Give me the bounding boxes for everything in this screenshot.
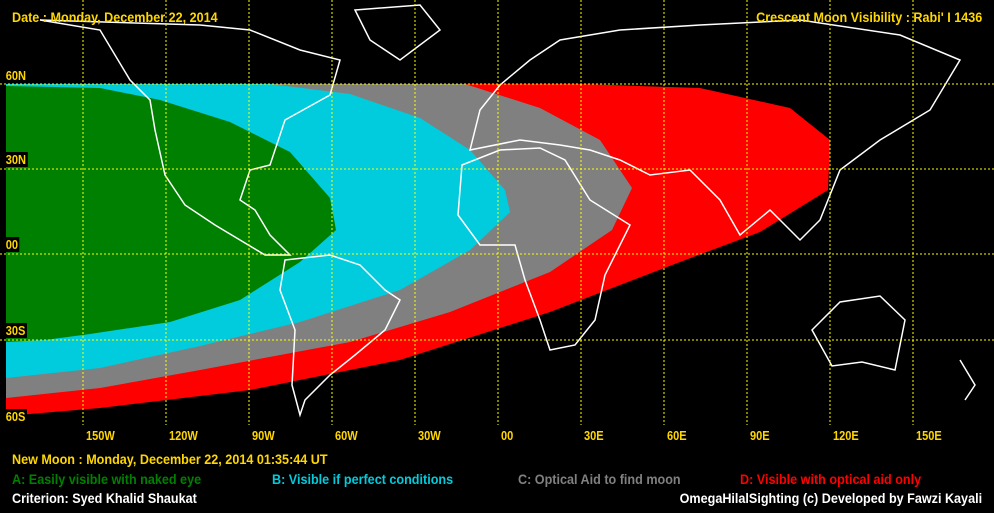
coastlines bbox=[39, 4, 976, 418]
north-america-outline bbox=[39, 19, 341, 256]
lat-label: 30N bbox=[4, 152, 28, 167]
legend-b: B: Visible if perfect conditions bbox=[272, 471, 454, 487]
criterion-label: Criterion: Syed Khalid Shaukat bbox=[12, 490, 197, 506]
visibility-map bbox=[0, 0, 994, 425]
lon-label: 120E bbox=[833, 428, 859, 443]
lat-label: 60S bbox=[4, 409, 28, 424]
greenland-outline bbox=[353, 4, 442, 61]
legend-a: A: Easily visible with naked eye bbox=[12, 471, 202, 487]
new-moon-label: New Moon : Monday, December 22, 2014 01:… bbox=[12, 451, 328, 467]
date-label: Date : Monday, December 22, 2014 bbox=[12, 9, 218, 25]
lon-label: 150E bbox=[916, 428, 942, 443]
zone-a-easily-visible bbox=[6, 86, 336, 342]
lon-label: 30W bbox=[418, 428, 441, 443]
lon-label: 60W bbox=[335, 428, 358, 443]
south-america-outline bbox=[279, 254, 401, 418]
australia-outline bbox=[811, 295, 906, 371]
lon-label: 60E bbox=[667, 428, 687, 443]
legend-c: C: Optical Aid to find moon bbox=[518, 471, 681, 487]
lon-label: 00 bbox=[501, 428, 514, 443]
lat-label: 00 bbox=[4, 237, 20, 252]
lat-label: 30S bbox=[4, 323, 28, 338]
lat-label: 60N bbox=[4, 68, 28, 83]
eurasia-outline bbox=[468, 19, 962, 242]
lon-label: 90E bbox=[750, 428, 770, 443]
new-zealand-outline bbox=[959, 359, 976, 401]
legend-d: D: Visible with optical aid only bbox=[740, 471, 922, 487]
lon-label: 150W bbox=[86, 428, 115, 443]
lon-label: 30E bbox=[584, 428, 604, 443]
map-title: Crescent Moon Visibility : Rabi' I 1436 bbox=[755, 9, 982, 25]
lon-label: 90W bbox=[252, 428, 275, 443]
lon-label: 120W bbox=[169, 428, 198, 443]
grid bbox=[0, 0, 994, 425]
credit-label: OmegaHilalSighting (c) Developed by Fawz… bbox=[679, 490, 982, 506]
